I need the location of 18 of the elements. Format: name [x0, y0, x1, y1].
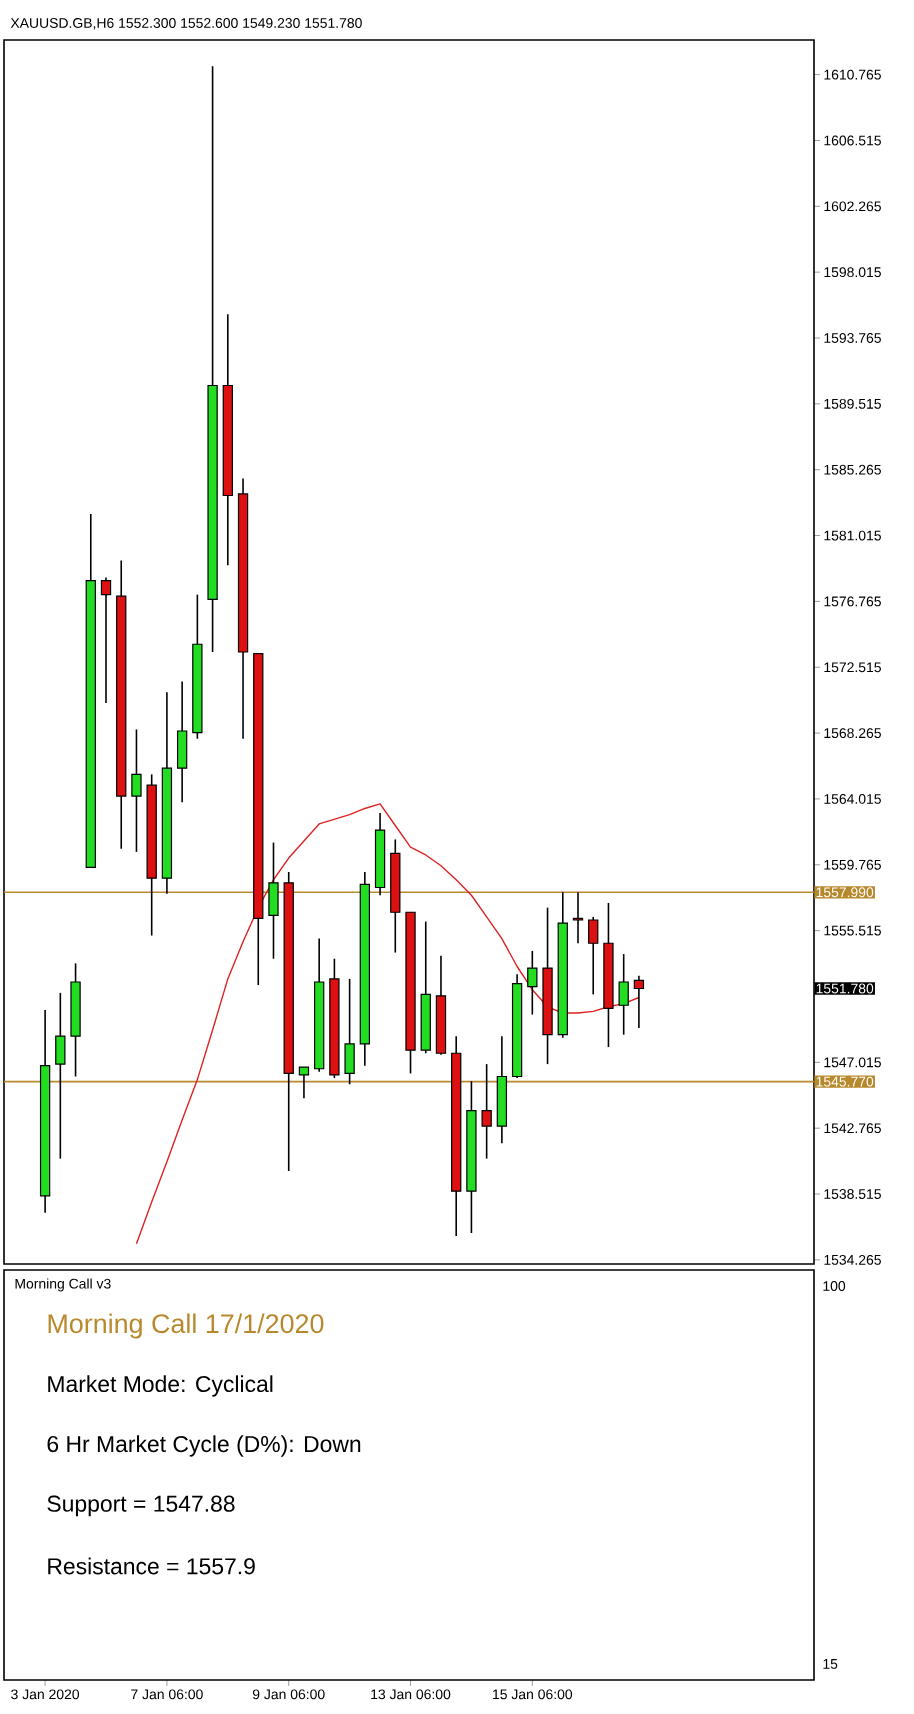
- text: Support = 1547.88: [47, 1495, 235, 1517]
- candlestick: [176, 680, 188, 804]
- candlestick: [55, 992, 66, 1160]
- text: Resistance = 1557.9: [48, 1557, 255, 1575]
- candlestick: [131, 728, 142, 853]
- candlestick: [344, 978, 355, 1086]
- candlestick: [527, 950, 538, 1016]
- candlestick: [298, 1066, 310, 1099]
- candlestick: [268, 841, 279, 960]
- candlestick: [618, 953, 629, 1036]
- candlestick: [633, 975, 645, 1029]
- candlestick: [588, 916, 599, 996]
- text: Market Mode: Cyclical: [48, 1375, 273, 1397]
- text: Morning Call 17/1/2020: [48, 1313, 324, 1339]
- candlestick: [100, 576, 112, 704]
- candlestick: [481, 1063, 492, 1160]
- text: 6 Hr Market Cycle (D%): Down: [47, 1435, 361, 1457]
- candlestick: [572, 891, 584, 945]
